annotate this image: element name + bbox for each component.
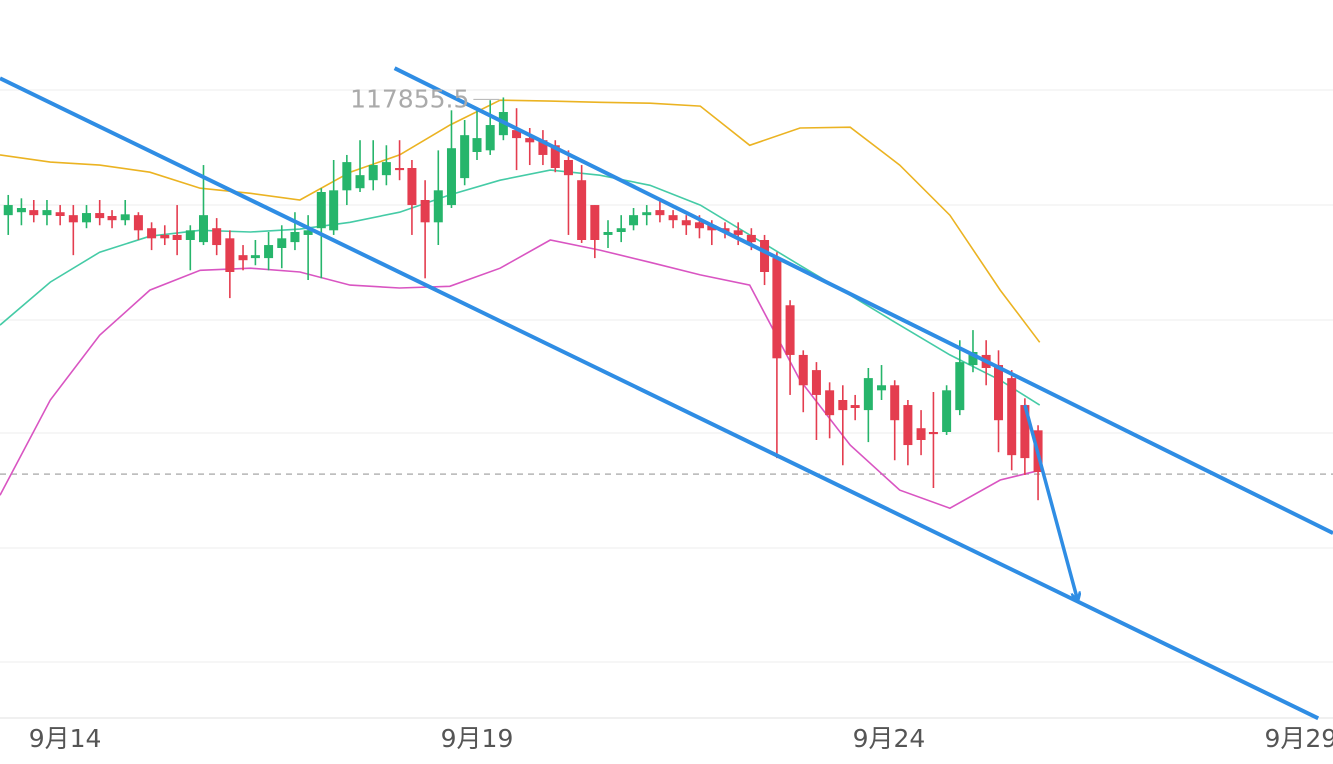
candle-body <box>485 125 495 151</box>
candle-body <box>212 228 222 246</box>
candle-body <box>264 245 274 259</box>
candle-body <box>955 362 965 411</box>
candle-body <box>172 234 182 240</box>
candle-body <box>603 232 613 235</box>
candle-body <box>746 234 756 243</box>
max-label: 117855.5 <box>350 84 469 113</box>
candle-body <box>877 385 887 391</box>
candle-body <box>407 168 417 206</box>
candle-body <box>3 205 13 216</box>
candle-body <box>290 232 300 243</box>
candle-body <box>772 258 782 359</box>
candle-body <box>355 175 365 189</box>
forecast-arrow <box>1023 404 1078 600</box>
candle-body <box>525 138 535 143</box>
candle-body <box>342 162 352 191</box>
candle-body <box>42 210 52 216</box>
candle-body <box>329 190 339 231</box>
candle-body <box>472 138 482 152</box>
candle-body <box>681 220 691 226</box>
candle-body <box>616 228 626 232</box>
candle-body <box>381 162 391 176</box>
candle-body <box>316 192 326 229</box>
candle-body <box>160 234 170 239</box>
candle-body <box>16 208 26 213</box>
candle-body <box>863 378 873 411</box>
trend-line <box>0 76 1320 721</box>
candle-body <box>433 190 443 223</box>
candle-body <box>655 210 665 216</box>
candle-body <box>250 255 260 259</box>
candle-body <box>277 238 287 248</box>
candle-body <box>55 212 65 216</box>
candle-body <box>577 180 587 240</box>
candle-body <box>811 370 821 395</box>
candle-body <box>225 238 235 272</box>
candle-body <box>668 215 678 221</box>
candle-body <box>798 354 808 386</box>
candle-body <box>629 215 639 226</box>
candle-body <box>95 213 105 219</box>
candle-body <box>420 200 430 223</box>
candle-body <box>446 148 456 206</box>
band-line <box>0 99 1041 343</box>
candle-body <box>107 216 117 221</box>
candle-body <box>942 390 952 432</box>
candle-body <box>120 214 130 221</box>
candle-body <box>760 240 770 272</box>
candle-body <box>968 352 978 366</box>
candle-body <box>29 210 39 216</box>
candle-body <box>185 230 195 240</box>
candle-body <box>460 135 470 179</box>
candle-body <box>707 225 717 231</box>
trend-line <box>393 66 1333 535</box>
candle-body <box>198 215 208 243</box>
candle-body <box>785 305 795 355</box>
candle-body <box>850 405 860 408</box>
candle-body <box>368 165 378 181</box>
candle-body <box>825 390 835 416</box>
candle-body <box>994 365 1004 421</box>
x-tick-label: 9月29 <box>1265 724 1333 753</box>
candle-body <box>550 145 560 168</box>
candle-body <box>890 385 900 421</box>
candle-body <box>563 160 573 176</box>
candle-body <box>538 140 548 155</box>
candle-body <box>1007 378 1017 456</box>
candle-body <box>928 432 938 435</box>
candle-body <box>1020 405 1030 459</box>
candle-body <box>303 230 313 235</box>
candle-body <box>147 228 157 239</box>
x-tick-label: 9月24 <box>853 724 926 753</box>
candle-body <box>68 215 78 223</box>
candle-body <box>238 255 248 261</box>
grid <box>0 89 1333 719</box>
candle-body <box>82 213 92 223</box>
x-tick-label: 9月19 <box>441 724 514 753</box>
x-tick-label: 9月14 <box>29 724 102 753</box>
candle-body <box>694 222 704 229</box>
band-line <box>0 239 1040 510</box>
candle-body <box>395 168 405 171</box>
band-line <box>0 169 1041 406</box>
candle-body <box>512 130 522 139</box>
candle-body <box>733 230 743 235</box>
candle-body <box>642 212 652 216</box>
candle-body <box>916 428 926 440</box>
candle-body <box>133 215 143 231</box>
candle-body <box>838 400 848 411</box>
candle-body <box>590 205 600 240</box>
candle-body <box>903 405 913 446</box>
